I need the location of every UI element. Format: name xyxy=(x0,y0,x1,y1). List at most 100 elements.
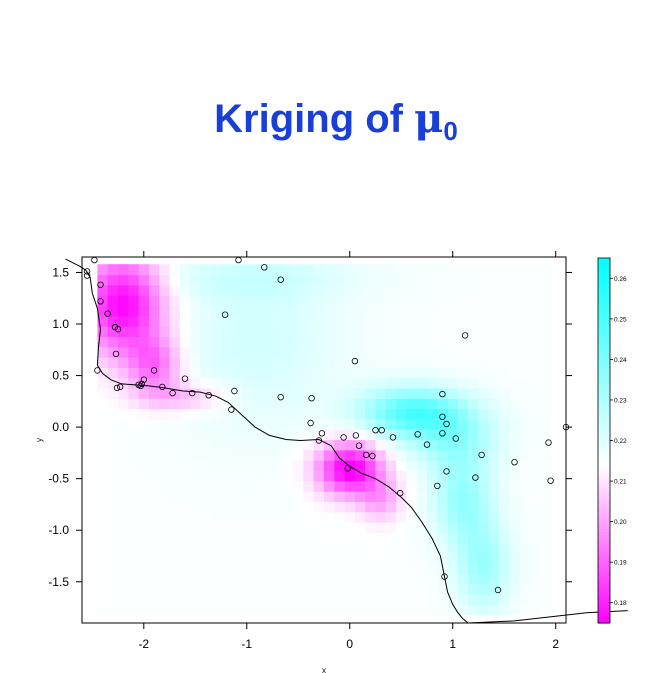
heatmap-cell xyxy=(128,264,140,276)
heatmap-cell xyxy=(406,346,418,358)
heatmap-cell xyxy=(241,408,253,420)
heatmap-cell xyxy=(447,491,459,502)
heatmap-cell xyxy=(540,480,552,492)
heatmap-cell xyxy=(416,521,428,533)
heatmap-cell xyxy=(365,542,377,554)
heatmap-cell xyxy=(97,439,109,451)
heatmap-cell xyxy=(509,429,521,441)
heatmap-cell xyxy=(385,377,397,389)
heatmap-cell xyxy=(282,501,294,513)
colorbar-segment xyxy=(598,559,610,563)
colorbar-segment xyxy=(598,355,610,359)
heatmap-cell xyxy=(426,377,438,389)
heatmap-cell xyxy=(303,480,315,492)
heatmap-cell xyxy=(190,346,202,358)
heatmap-cell xyxy=(488,583,500,595)
heatmap-cell xyxy=(293,532,305,544)
heatmap-cell xyxy=(251,418,263,430)
heatmap-cell xyxy=(221,284,232,296)
colorbar-segment xyxy=(598,470,610,475)
data-point xyxy=(277,276,284,283)
heatmap-cell xyxy=(118,305,129,317)
heatmap-cell xyxy=(375,511,387,523)
heatmap-cell xyxy=(148,521,160,533)
heatmap-cell xyxy=(210,552,222,564)
heatmap-cell xyxy=(251,532,263,544)
heatmap-cell xyxy=(107,511,119,523)
heatmap-cell xyxy=(159,439,171,451)
heatmap-cell xyxy=(344,480,356,492)
heatmap-cell xyxy=(303,398,315,410)
heatmap-cell xyxy=(488,305,500,317)
heatmap-cell xyxy=(519,326,531,337)
heatmap-cell xyxy=(148,264,160,276)
heatmap-cell xyxy=(148,449,160,461)
heatmap-cell xyxy=(138,367,150,379)
heatmap-cell xyxy=(148,377,160,389)
colorbar-segment xyxy=(598,616,610,621)
data-point xyxy=(97,298,104,305)
heatmap-cell xyxy=(499,491,510,502)
heatmap-cell xyxy=(529,264,541,276)
heatmap-cell xyxy=(272,491,284,502)
heatmap-cell xyxy=(241,511,253,523)
heatmap-cell xyxy=(231,377,243,389)
heatmap-cell xyxy=(200,563,212,575)
heatmap-cell xyxy=(416,295,428,307)
heatmap-cell xyxy=(540,367,552,379)
heatmap-cell xyxy=(488,449,500,461)
heatmap-cell xyxy=(293,336,305,348)
heatmap-cell xyxy=(457,357,469,368)
x-tick-label: 1 xyxy=(449,637,456,651)
heatmap-cell xyxy=(210,326,222,337)
heatmap-cell xyxy=(179,573,191,585)
heatmap-cell xyxy=(499,305,510,317)
heatmap-cell xyxy=(313,346,325,358)
data-point xyxy=(351,357,359,365)
heatmap-cell xyxy=(396,326,407,337)
colorbar-segment xyxy=(598,550,610,554)
heatmap-cell xyxy=(344,418,356,430)
heatmap-cell xyxy=(282,274,294,286)
colorbar-segment xyxy=(598,364,610,369)
heatmap-cell xyxy=(313,367,325,379)
heatmap-cell xyxy=(540,315,552,327)
heatmap-cell xyxy=(293,429,305,441)
heatmap-cell xyxy=(447,583,459,595)
heatmap-cell xyxy=(396,491,407,502)
heatmap-cell xyxy=(221,367,232,379)
heatmap-cell xyxy=(97,583,109,595)
heatmap-cell xyxy=(148,460,160,472)
heatmap-cell xyxy=(406,377,418,389)
heatmap-cell xyxy=(179,594,191,606)
heatmap-cell xyxy=(365,470,377,482)
heatmap-cell xyxy=(354,583,366,595)
heatmap-cell xyxy=(354,594,366,606)
heatmap-cell xyxy=(406,573,418,585)
heatmap-cell xyxy=(210,408,222,420)
heatmap-cell xyxy=(148,357,160,368)
heatmap-cell xyxy=(365,521,377,533)
heatmap-cell xyxy=(128,315,140,327)
heatmap-cell xyxy=(118,501,129,513)
heatmap-cell xyxy=(303,594,315,606)
heatmap-cell xyxy=(282,542,294,554)
heatmap-cell xyxy=(231,470,243,482)
heatmap-cell xyxy=(540,429,552,441)
heatmap-cell xyxy=(416,532,428,544)
heatmap-cell xyxy=(241,521,253,533)
heatmap-cell xyxy=(231,573,243,585)
heatmap-cell xyxy=(169,387,181,399)
heatmap-cell xyxy=(396,573,407,585)
heatmap-cell xyxy=(344,552,356,564)
heatmap-cell xyxy=(148,418,160,430)
heatmap-cell xyxy=(221,336,232,348)
heatmap-cell xyxy=(478,542,490,554)
heatmap-cell xyxy=(169,439,181,451)
heatmap-cell xyxy=(272,552,284,564)
heatmap-cell xyxy=(375,387,387,399)
heatmap-cell xyxy=(128,377,140,389)
heatmap-cell xyxy=(169,264,181,276)
heatmap-cell xyxy=(210,573,222,585)
heatmap-cell xyxy=(293,573,305,585)
